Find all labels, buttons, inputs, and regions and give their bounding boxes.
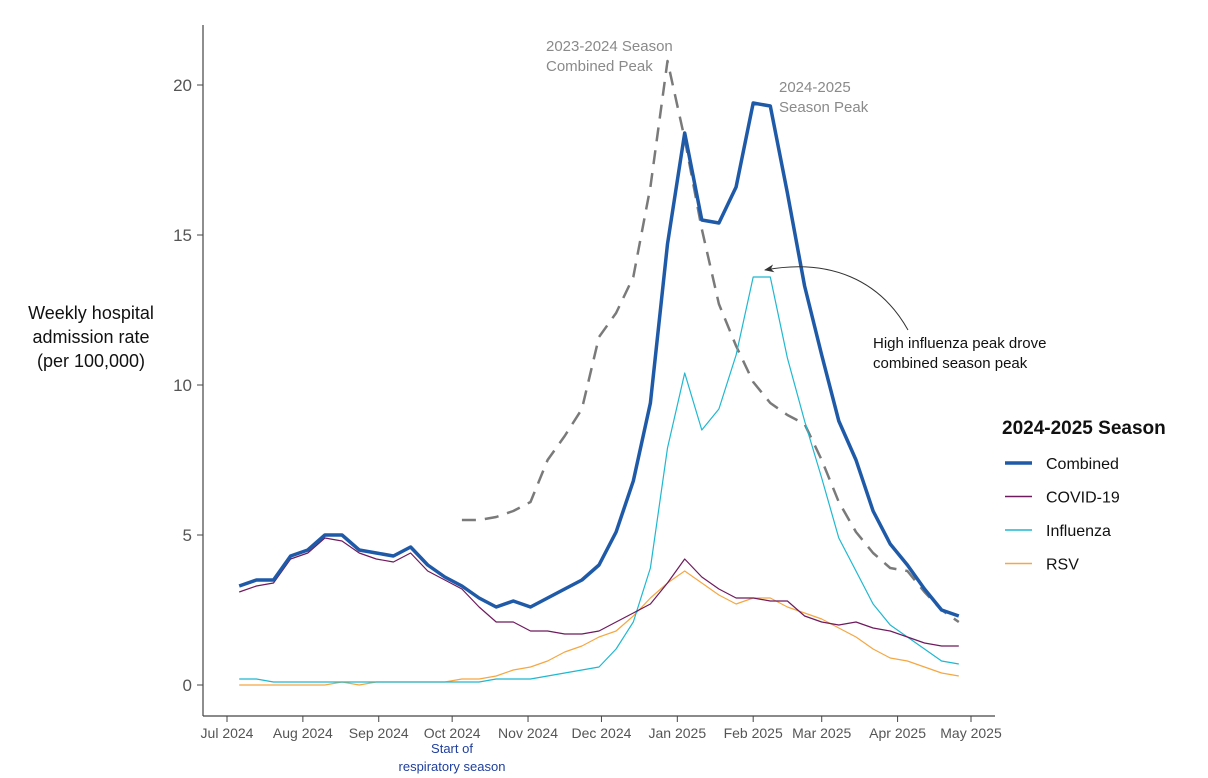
annotations: 2023-2024 Season Combined Peak 2024-2025… — [399, 38, 1047, 774]
prior-peak-annotation: 2023-2024 Season — [546, 38, 673, 55]
influenza-series-line — [239, 276, 959, 683]
x-tick-label: Apr 2025 — [869, 725, 926, 741]
y-axis-label-line: (per 100,000) — [37, 351, 145, 371]
influenza-note-annotation: combined season peak — [873, 355, 1028, 372]
y-axis-label-line: Weekly hospital — [28, 303, 154, 323]
current-peak-annotation: 2024-2025 — [779, 79, 851, 96]
legend-item-label: COVID-19 — [1046, 490, 1120, 507]
x-tick-label: Feb 2025 — [724, 725, 783, 741]
x-tick-label: Mar 2025 — [792, 725, 851, 741]
rsv-series-line — [239, 570, 959, 686]
x-tick-label: Dec 2024 — [571, 725, 631, 741]
influenza-note-annotation: High influenza peak drove — [873, 335, 1046, 352]
current-peak-annotation: Season Peak — [779, 99, 869, 116]
y-tick-label: 15 — [173, 226, 192, 245]
covid-19-series-line — [239, 537, 959, 647]
legend: 2024-2025 Season Combined COVID-19 Influen… — [1002, 418, 1166, 574]
y-tick-label: 10 — [173, 376, 192, 395]
x-tick-label: Nov 2024 — [498, 725, 558, 741]
x-tick-label: Oct 2024 — [424, 725, 481, 741]
y-tick-label: 0 — [183, 676, 192, 695]
x-tick-label: Jul 2024 — [201, 725, 254, 741]
legend-item-label: RSV — [1046, 557, 1079, 574]
axes — [202, 25, 995, 717]
x-tick-label: Aug 2024 — [273, 725, 333, 741]
y-axis-label-line: admission rate — [32, 327, 149, 347]
x-tick-label: May 2025 — [940, 725, 1002, 741]
combined-series-line — [238, 101, 960, 618]
x-tick-label: Sep 2024 — [349, 725, 409, 741]
legend-item-label: Combined — [1046, 456, 1119, 473]
prior-peak-annotation: Combined Peak — [546, 58, 653, 75]
y-axis-label: Weekly hospital admission rate (per 100,… — [28, 303, 154, 371]
season-start-annotation: respiratory season — [399, 759, 506, 774]
prior-season-combined-series-line — [461, 59, 960, 624]
x-tick-label: Jan 2025 — [649, 725, 707, 741]
legend-item-label: Influenza — [1046, 523, 1111, 540]
legend-title: 2024-2025 Season — [1002, 418, 1166, 439]
annotation-arrow — [764, 264, 909, 331]
y-tick-label: 5 — [183, 526, 192, 545]
y-tick-label: 20 — [173, 76, 192, 95]
season-start-annotation: Start of — [431, 741, 473, 756]
